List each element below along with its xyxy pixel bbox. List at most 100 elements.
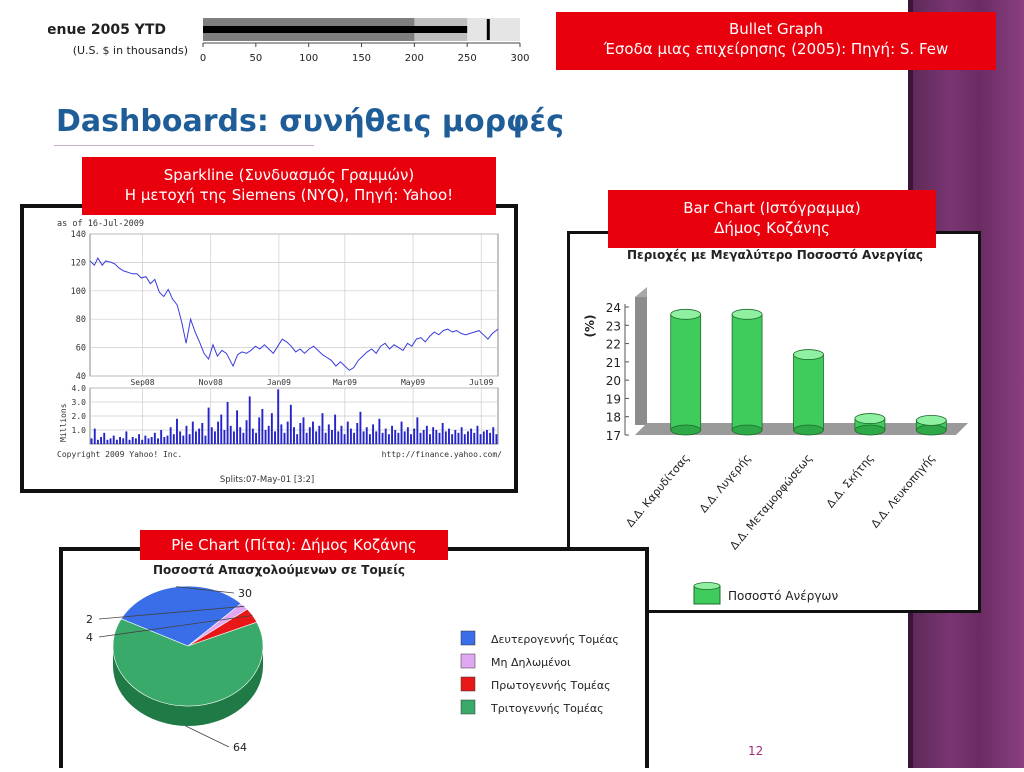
- slide-title: Dashboards: συνήθεις μορφές: [56, 104, 565, 139]
- bar-cylinder-base: [854, 424, 886, 436]
- bullet-tick-label: 150: [352, 53, 371, 64]
- volume-bar: [138, 434, 140, 444]
- volume-bar: [109, 438, 112, 444]
- volume-bar: [103, 432, 106, 444]
- volume-bar: [334, 414, 337, 444]
- volume-bar: [384, 428, 387, 444]
- pie-legend-label: Μη Δηλωμένοι: [491, 656, 571, 669]
- volume-bar: [375, 431, 378, 444]
- bar-cylinder-top: [793, 349, 824, 360]
- volume-bar: [419, 432, 422, 444]
- bullet-tick-label: 0: [200, 53, 206, 64]
- volume-bar: [232, 431, 235, 444]
- pie-legend-label: Τριτογεννής Τομέας: [490, 702, 604, 715]
- volume-bar: [422, 430, 425, 444]
- volume-bar: [406, 427, 409, 444]
- volume-bar: [353, 432, 356, 444]
- volume-bar: [198, 428, 201, 444]
- volume-bar: [482, 431, 485, 444]
- volume-bar: [141, 439, 144, 444]
- volume-bar: [324, 432, 327, 444]
- sparkline-header: as of 16-Jul-2009: [57, 219, 144, 229]
- volume-bar: [448, 428, 450, 444]
- bar-cylinder-base: [793, 424, 824, 436]
- volume-bar: [286, 421, 289, 444]
- pie-caption: Pie Chart (Πίτα): Δήμος Κοζάνης: [140, 530, 448, 560]
- volume-bar: [346, 421, 349, 444]
- volume-bar: [242, 432, 245, 444]
- bar-cylinder-base: [670, 424, 702, 436]
- volume-bar: [340, 425, 343, 444]
- bullet-caption-line-1: Bullet Graph: [728, 20, 824, 38]
- volume-bar: [226, 402, 229, 444]
- bar-cylinder-body: [731, 313, 763, 431]
- volume-bar: [182, 435, 185, 444]
- volume-bar: [128, 439, 131, 444]
- volume-bar: [457, 432, 460, 444]
- volume-bar: [470, 428, 473, 444]
- volume-bar: [96, 439, 99, 444]
- volume-bar: [492, 427, 495, 444]
- sparkline-panel: as of 16-Jul-2009 140 120 100 80 60 40 Sep08 Nov…: [20, 204, 518, 493]
- volume-bar: [321, 413, 324, 444]
- volume-bar: [435, 430, 438, 444]
- volume-bar: [372, 424, 375, 444]
- volume-bar: [429, 434, 431, 444]
- pie-chart: Ποσοστά Απασχολούμενων σε Τομείς 30 2 4 64 Δε…: [86, 563, 619, 754]
- bar-category-label: Δ.Δ. Σκήτης: [824, 452, 876, 511]
- volume-bar: [229, 425, 232, 444]
- bar-y-tick-label: 17: [606, 429, 621, 443]
- volume-bar: [201, 423, 204, 444]
- volume-unit-label: Millions: [59, 403, 68, 442]
- volume-bar: [261, 409, 264, 444]
- bullet-tick-label: 300: [510, 53, 529, 64]
- volume-bar: [220, 414, 223, 444]
- pie-slice: [120, 585, 242, 647]
- price-month-label: Jul09: [469, 378, 493, 387]
- pie-leader-line: [176, 586, 235, 594]
- bar-y-tick-label: 22: [606, 338, 621, 352]
- volume-bar: [451, 434, 454, 444]
- bar-y-tick-label: 20: [606, 374, 621, 388]
- volume-bar: [410, 434, 412, 444]
- pie-leader-line: [98, 605, 245, 620]
- page-number: 12: [748, 744, 764, 758]
- volume-bar: [119, 437, 121, 444]
- bar-chart: Περιοχές με Μεγαλύτερο Ποσοστό Ανεργίας 2…: [583, 248, 968, 605]
- volume-bar: [425, 425, 428, 444]
- volume-bar: [479, 434, 482, 444]
- pie-leader-line: [185, 725, 230, 748]
- bar-legend-swatch-top: [693, 582, 721, 590]
- volume-bar: [100, 437, 103, 444]
- volume-bar: [299, 423, 302, 444]
- bullet-graph-svg: Revenue 2005 YTD (U.S. $ in thousands) 0 50…: [18, 18, 530, 64]
- volume-bar: [267, 425, 270, 444]
- pie-value-label: 30: [238, 587, 252, 600]
- volume-bar: [223, 430, 226, 444]
- volume-bar: [166, 435, 169, 444]
- volume-bar: [172, 434, 175, 444]
- volume-bar: [264, 430, 267, 444]
- volume-bar: [394, 430, 397, 444]
- volume-bar: [343, 434, 346, 444]
- volume-bar: [403, 431, 406, 444]
- bullet-caption-line-2: Έσοδα μιας επιχείρησης (2005): Πηγή: S. …: [603, 40, 949, 58]
- volume-bar: [150, 437, 153, 444]
- price-month-label: Mar09: [333, 378, 357, 387]
- volume-bar: [195, 431, 197, 444]
- volume-bar: [368, 434, 371, 444]
- volume-bar: [157, 438, 159, 444]
- volume-tick-label: 1.0: [72, 426, 87, 435]
- bar-y-tick-label: 23: [606, 319, 621, 333]
- price-tick-label: 80: [76, 315, 86, 325]
- volume-bar: [444, 431, 447, 444]
- pie-leader-line: [98, 615, 253, 638]
- volume-bar: [381, 432, 384, 444]
- volume-bar: [217, 421, 220, 444]
- pie-chart-title: Ποσοστά Απασχολούμενων σε Τομείς: [153, 563, 405, 577]
- pie-legend-swatch: [460, 676, 476, 692]
- bar-y-tick-label: 21: [606, 356, 621, 370]
- volume-bar: [400, 421, 403, 444]
- bar-caption-line-2: Δήμος Κοζάνης: [714, 219, 830, 237]
